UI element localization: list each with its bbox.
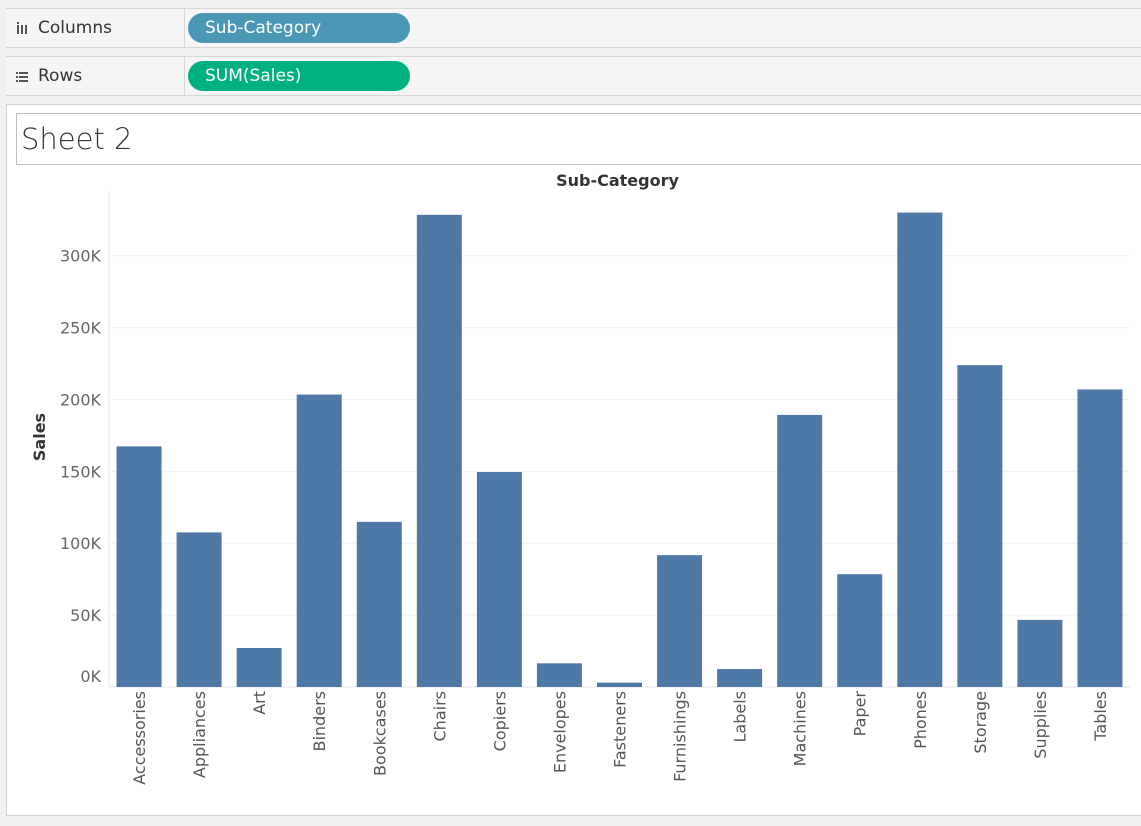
bar (356, 521, 402, 687)
columns-label-text: Columns (38, 18, 112, 38)
y-tick-label: 0K (80, 667, 101, 686)
sum-sales-pill[interactable]: SUM(Sales) (188, 61, 410, 91)
bar (296, 394, 342, 687)
bar-chart: Sub-Category Sales 0K 50K 100K 150K 200K 250K 30… (30, 171, 1130, 785)
bar (1017, 619, 1063, 687)
bar (176, 532, 222, 687)
y-tick-label: 100K (60, 534, 102, 553)
sub-category-pill[interactable]: Sub-Category (188, 13, 410, 43)
bar (837, 574, 883, 687)
bar (717, 669, 763, 687)
columns-icon (17, 22, 27, 34)
rows-shelf-label: Rows (6, 57, 185, 95)
columns-shelf: Columns Sub-Category (6, 8, 1141, 48)
x-tick-label: Chairs (430, 691, 449, 741)
x-tick-label: Envelopes (550, 691, 569, 773)
x-tick-label: Tables (1091, 691, 1110, 742)
sheet-view: Sheet 2 Sub-Category Sales 0K 50K 100K 150K 20… (6, 104, 1141, 816)
y-axis-title: Sales (30, 413, 49, 461)
x-tick-label: Paper (851, 691, 870, 737)
y-tick-label: 300K (60, 247, 102, 266)
x-tick-label: Fasteners (611, 691, 630, 768)
x-tick-label: Art (250, 691, 269, 715)
bar (476, 472, 522, 687)
sheet-title[interactable]: Sheet 2 (16, 113, 1141, 165)
x-tick-label: Copiers (490, 691, 509, 751)
bar (1077, 389, 1123, 687)
rows-icon (16, 72, 28, 82)
bar (897, 212, 943, 687)
bar (536, 663, 582, 687)
rows-shelf: Rows SUM(Sales) (6, 56, 1141, 96)
x-tick-label: Labels (731, 691, 750, 743)
columns-shelf-label: Columns (6, 9, 185, 47)
x-tick-label: Phones (911, 691, 930, 749)
x-tick-label: Machines (791, 691, 810, 766)
x-tick-label: Bookcases (370, 691, 389, 776)
x-tick-label: Appliances (190, 691, 209, 778)
y-tick-label: 200K (60, 390, 102, 409)
rows-label-text: Rows (38, 66, 83, 86)
x-tick-label: Binders (310, 691, 329, 751)
bar (957, 365, 1003, 687)
bar (416, 214, 462, 688)
bar (777, 414, 823, 687)
bar (657, 555, 703, 687)
x-tick-label: Supplies (1031, 691, 1050, 759)
y-tick-label: 250K (60, 319, 102, 338)
bar (236, 648, 282, 687)
y-tick-label: 150K (60, 462, 102, 481)
x-tick-label: Storage (971, 691, 990, 754)
y-tick-label: 50K (70, 606, 101, 625)
x-axis-title: Sub-Category (556, 171, 679, 190)
x-tick-label: Furnishings (671, 691, 690, 782)
bar (597, 682, 642, 687)
bar (116, 446, 162, 687)
x-tick-label: Accessories (130, 691, 149, 785)
